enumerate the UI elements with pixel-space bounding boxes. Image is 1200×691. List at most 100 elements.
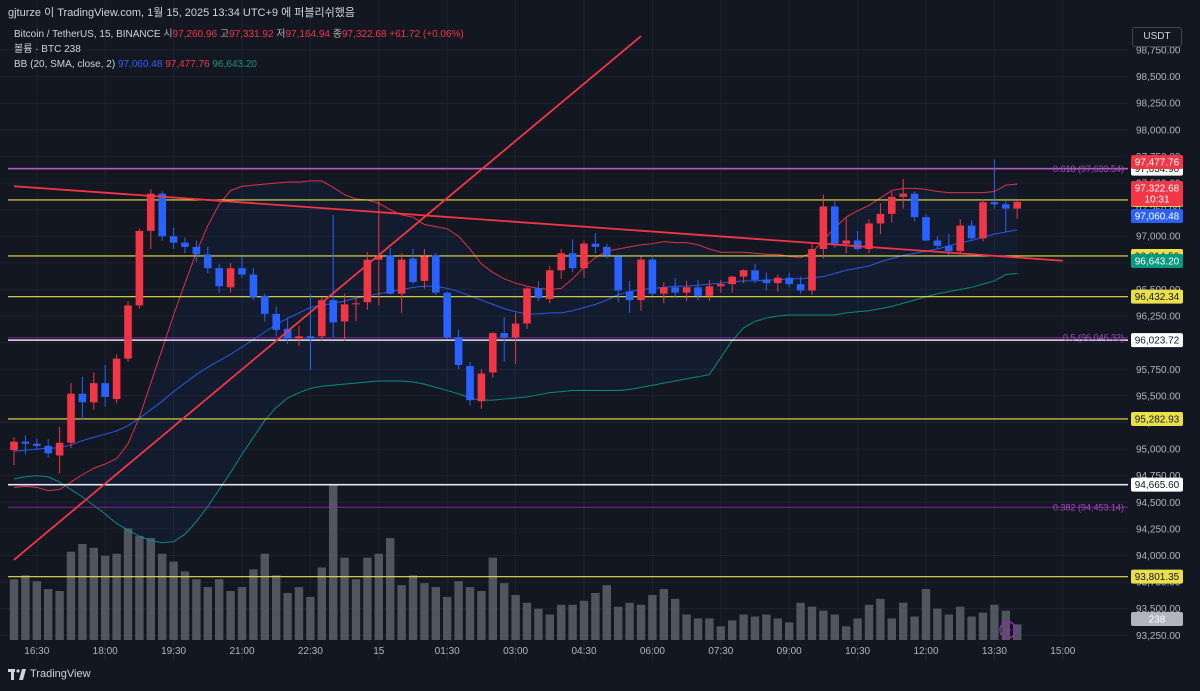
volume-bar [750,616,760,640]
level-tag-bg [1131,289,1183,304]
candle-body [238,268,246,275]
candle-body [831,206,839,244]
price-tick-label: 98,250.00 [1136,99,1181,110]
level-tag-bg [1131,477,1183,492]
candle-body [580,243,588,269]
candle-body [591,243,600,247]
candle-body [660,287,668,294]
price-tag: 97,322.68 [1131,181,1183,195]
volume-bar [169,561,178,640]
time-tick-label: 13:30 [982,646,1007,657]
volume-bar [579,600,589,640]
candle-body [682,287,691,293]
candle-body [717,284,725,287]
bb-row[interactable]: BB (20, SMA, close, 2) 97,060.48 97,477.… [14,57,464,72]
candle-body [945,245,953,252]
volume-bar [283,592,292,640]
volume-bar [921,589,931,640]
currency-button[interactable]: USDT [1132,27,1182,47]
candle-body [603,246,611,256]
candle-body [397,259,406,294]
time-tick-label: 18:00 [93,646,118,657]
price-tag: 10:31 [1131,192,1183,206]
time-tick-label: 21:00 [229,646,254,657]
candle-body [147,193,155,231]
candle-body [477,373,486,402]
volume-bar [534,608,543,640]
volume-bar [226,591,235,640]
candle-body [306,336,315,339]
candle-body [33,443,41,446]
candle-body [910,193,919,218]
publish-header: gjturze 이 TradingView.com, 1월 15, 2025 1… [8,7,355,19]
price-tick-label: 94,500.00 [1136,498,1181,509]
candle-body [625,291,634,301]
price-tag-label: 96,643.20 [1135,257,1180,268]
candle-body [819,206,828,250]
volume-bar [876,598,885,640]
level-tag-bg [1131,569,1183,584]
candle-body [90,383,98,403]
volume-bar [1001,610,1010,640]
price-tag-label: 238 [1149,615,1166,626]
price-tag-bg [1131,192,1183,206]
bb-upper-line [13,180,1018,492]
volume-bar [830,614,839,640]
price-tag: 97,060.48 [1131,209,1183,223]
volume-bar [568,604,577,640]
candle-body [1002,204,1010,209]
bb-label: BB (20, SMA, close, 2) [14,59,116,70]
volume-bar [203,587,212,640]
candle-body [466,366,474,401]
volume-row[interactable]: 볼륨 · BTC 238 [14,42,464,57]
price-tag: 238 [1131,612,1183,626]
volume-bar [1013,624,1022,640]
chart-legend: Bitcoin / TetherUS, 15, BINANCE 시97,260.… [14,27,464,72]
ohlc-row: Bitcoin / TetherUS, 15, BINANCE 시97,260.… [14,27,464,42]
volume-bar [101,555,110,640]
candle-body [876,213,885,224]
volume-bar [21,575,30,640]
candle-body [842,240,850,244]
volume-bar [420,583,429,640]
volume-bar [625,602,634,640]
symbol-name[interactable]: Bitcoin / TetherUS, 15, BINANCE [14,29,161,40]
price-tick-label: 96,250.00 [1136,312,1181,323]
volume-bar [705,618,714,640]
price-tag: 97,477.76 [1131,155,1183,169]
volume-bar [363,557,372,640]
candle-body [386,255,394,294]
volume-bar [443,596,452,640]
volume-bar [123,528,133,640]
level-tag-label: 97,634.90 [1135,164,1180,175]
level-price-tag: 96,432.34 [1131,289,1183,304]
tradingview-logo[interactable]: TradingView [8,668,91,680]
volume-bar [682,614,691,640]
candle-body [922,217,930,241]
candle-body [614,256,622,291]
volume-bar [557,604,566,640]
candle-body [283,328,292,339]
fib-level-label: 0.5 (96,046.32) [1063,333,1124,343]
time-tick-label: 16:30 [24,646,49,657]
candle-body [865,223,873,250]
candle-body [933,240,942,246]
level-price-tag: 93,801.35 [1131,569,1183,584]
candle-body [774,277,782,284]
candle-body [432,255,440,293]
volume-bar [306,596,315,640]
volume-bar [55,591,64,640]
volume-bar [933,608,942,640]
candle-body [888,196,896,214]
price-tick-label: 95,750.00 [1136,365,1181,376]
lightning-icon[interactable] [999,621,1017,639]
volume-bar [807,606,817,640]
volume-bar [249,569,258,640]
low-label: 저 [276,29,286,40]
high-value: 97,331.92 [229,29,274,40]
candle-body [215,268,223,287]
time-tick-label: 15 [373,646,385,657]
price-tag-bg [1131,181,1183,195]
volume-bar [899,602,908,640]
